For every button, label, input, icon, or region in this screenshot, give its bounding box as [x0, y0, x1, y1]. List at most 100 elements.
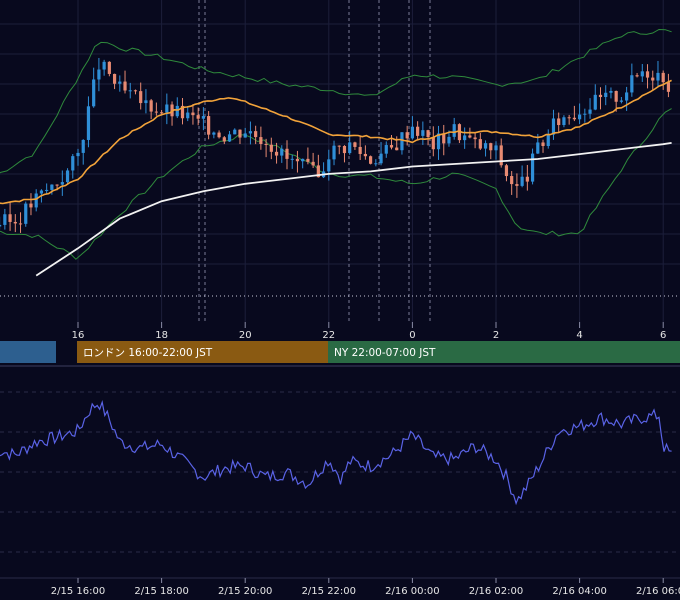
- candle-body: [65, 170, 70, 183]
- candle: [489, 142, 493, 160]
- session-bands: ロンドン 16:00-22:00 JST NY 22:00-07:00 JST: [0, 341, 680, 363]
- candle-body: [541, 142, 545, 146]
- candle: [457, 123, 462, 143]
- candle: [76, 148, 80, 166]
- candle-body: [259, 137, 263, 145]
- candle: [604, 85, 608, 106]
- candle: [593, 84, 597, 111]
- candle: [123, 70, 127, 94]
- candle-body: [306, 158, 310, 162]
- candle-body: [395, 147, 399, 151]
- candle-body: [405, 132, 409, 139]
- candle: [92, 67, 96, 108]
- candle-body: [118, 81, 122, 84]
- candle-body: [191, 112, 195, 116]
- candle: [280, 145, 284, 163]
- candle: [342, 145, 347, 163]
- candle: [186, 106, 190, 122]
- candle-body: [546, 134, 550, 146]
- candle-body: [45, 189, 49, 191]
- candle: [431, 126, 435, 157]
- candle-body: [165, 104, 169, 113]
- candle-body: [578, 114, 582, 120]
- candle-body: [13, 221, 17, 224]
- candle-body: [604, 92, 608, 98]
- candle-body: [499, 145, 503, 166]
- candle: [227, 130, 232, 142]
- candle: [630, 63, 634, 97]
- candle-body: [34, 193, 38, 208]
- candle: [478, 132, 482, 151]
- candle: [144, 89, 148, 114]
- candle: [65, 168, 70, 185]
- candle-body: [463, 135, 467, 141]
- candle-body: [510, 176, 514, 185]
- osc-tick-label-2: 2/15 20:00: [218, 586, 272, 597]
- candle: [207, 111, 211, 140]
- candle-body: [238, 129, 242, 138]
- candle-body: [248, 131, 253, 134]
- candle-body: [614, 90, 618, 102]
- candle-body: [186, 112, 190, 119]
- price-x-axis-ticks: 16 18 20 22 0 2 4 6: [72, 322, 666, 341]
- osc-tick-label-4: 2/16 00:00: [385, 586, 439, 597]
- candle-body: [133, 90, 138, 92]
- osc-tick-label-6: 2/16 04:00: [552, 586, 606, 597]
- candle-body: [593, 94, 597, 110]
- candle-body: [619, 100, 623, 102]
- candle: [405, 125, 409, 146]
- osc-tick-label-7: 2/16 06:00: [636, 586, 680, 597]
- candle: [180, 98, 185, 125]
- candle-body: [661, 72, 665, 83]
- candle: [238, 129, 242, 145]
- candle: [410, 116, 414, 140]
- candle-body: [536, 142, 540, 154]
- candle: [609, 87, 613, 99]
- candle: [499, 138, 503, 168]
- session-band-2: [328, 341, 680, 363]
- candle-body: [227, 134, 232, 142]
- candle: [541, 139, 545, 153]
- candle-body: [520, 176, 524, 186]
- candle-body: [81, 139, 85, 153]
- osc-tick-label-5: 2/16 02:00: [469, 586, 523, 597]
- candle-body: [207, 116, 211, 135]
- bollinger-upper-band: [0, 28, 672, 174]
- candle: [274, 142, 279, 164]
- candle: [400, 132, 404, 155]
- candle-body: [598, 94, 603, 98]
- candle: [463, 127, 467, 149]
- candle-body: [374, 163, 378, 165]
- candle: [515, 173, 519, 198]
- candle: [269, 137, 273, 160]
- oscillator-panel-grid: [0, 391, 680, 553]
- candle: [71, 153, 75, 179]
- candle-body: [572, 117, 576, 120]
- candle: [494, 141, 498, 160]
- candle: [379, 142, 383, 166]
- price-tick-label-2: 20: [239, 330, 252, 341]
- candle-body: [379, 153, 383, 164]
- candle-body: [139, 91, 143, 104]
- candle: [295, 150, 300, 173]
- candle: [149, 98, 153, 120]
- candle: [107, 61, 111, 77]
- candle-body: [201, 116, 205, 119]
- candle: [50, 184, 54, 195]
- candle: [640, 64, 644, 82]
- candle: [625, 86, 629, 111]
- candle-body: [583, 113, 587, 115]
- candle: [139, 82, 143, 110]
- candle: [557, 112, 561, 133]
- candle-body: [264, 144, 268, 146]
- candle-body: [525, 176, 529, 182]
- candle-body: [452, 124, 456, 137]
- candle-body: [468, 135, 472, 138]
- candle: [311, 152, 315, 169]
- candle: [572, 105, 576, 122]
- price-tick-label-1: 18: [155, 330, 168, 341]
- candle: [567, 114, 571, 125]
- candle: [416, 121, 420, 141]
